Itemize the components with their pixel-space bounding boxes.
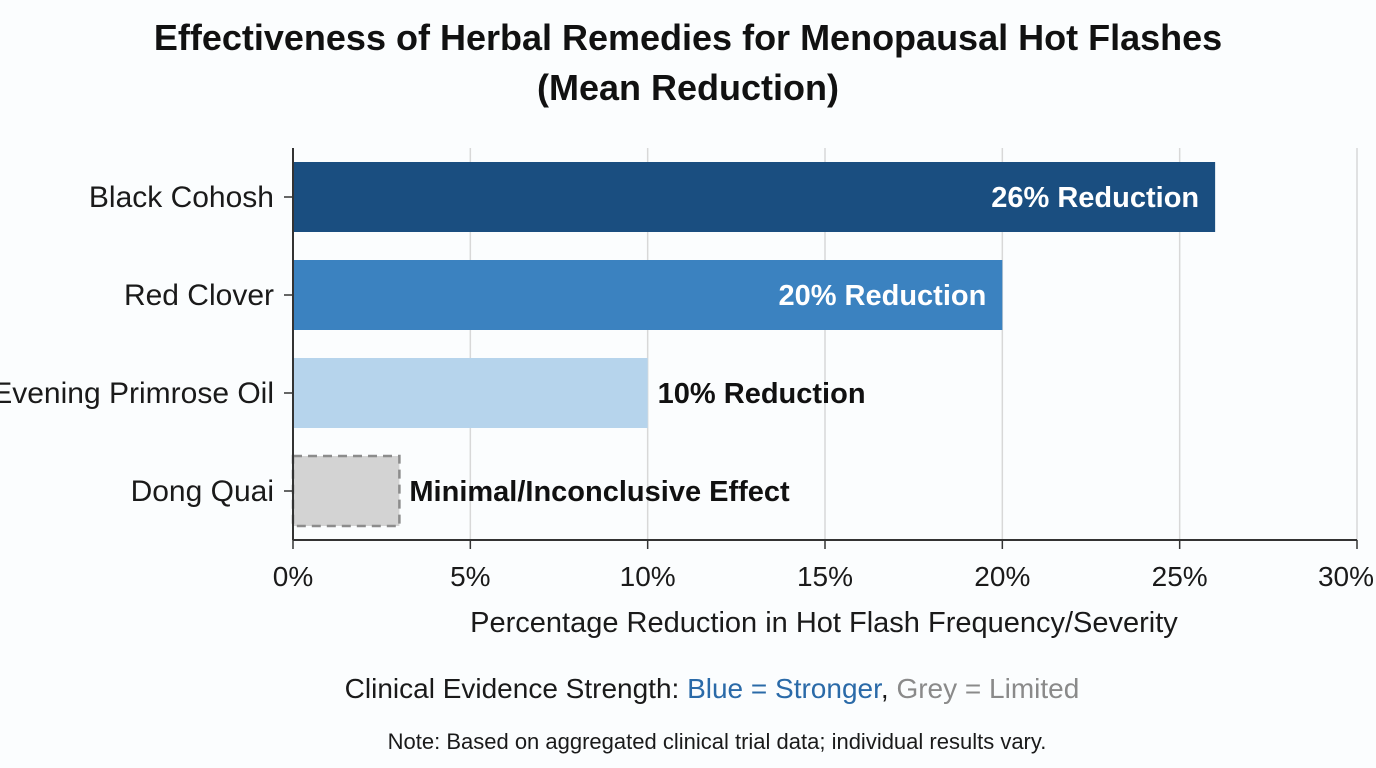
x-tick-label: 25%	[1152, 561, 1208, 592]
bar	[291, 454, 401, 528]
legend-grey-entry: Grey = Limited	[896, 673, 1079, 704]
x-tick-label: 15%	[797, 561, 853, 592]
bar	[293, 358, 648, 428]
chart-title-line-2: (Mean Reduction)	[537, 67, 839, 108]
chart-title-line-1: Effectiveness of Herbal Remedies for Men…	[154, 17, 1222, 58]
legend-blue-entry: Blue = Stronger	[687, 673, 882, 704]
x-tick-label: 5%	[450, 561, 490, 592]
bars: 26% Reduction 20% Reduction 10% Reduction M…	[291, 162, 1216, 528]
axes: Black Cohosh Red Clover Evening Primrose O…	[0, 148, 1374, 592]
bar	[293, 162, 1216, 232]
x-tick-label: 0%	[273, 561, 313, 592]
footnote: Note: Based on aggregated clinical trial…	[388, 729, 1047, 754]
x-tick-label: 20%	[974, 561, 1030, 592]
category-label: Dong Quai	[131, 475, 274, 508]
category-label: Evening Primrose Oil	[0, 377, 274, 410]
data-label: 26% Reduction	[991, 182, 1199, 214]
legend: Clinical Evidence Strength: Blue = Stron…	[345, 673, 1080, 704]
data-label: Minimal/Inconclusive Effect	[409, 476, 790, 508]
x-tick-label: 10%	[620, 561, 676, 592]
x-axis-title: Percentage Reduction in Hot Flash Freque…	[470, 607, 1178, 639]
bar	[293, 260, 1003, 330]
category-label: Black Cohosh	[89, 181, 274, 214]
x-tick-label: 30%	[1318, 561, 1374, 592]
category-label: Red Clover	[124, 279, 274, 312]
data-label: 10% Reduction	[658, 378, 866, 410]
legend-separator: ,	[881, 673, 897, 704]
data-label: 20% Reduction	[778, 280, 986, 312]
legend-prefix: Clinical Evidence Strength:	[345, 673, 687, 704]
